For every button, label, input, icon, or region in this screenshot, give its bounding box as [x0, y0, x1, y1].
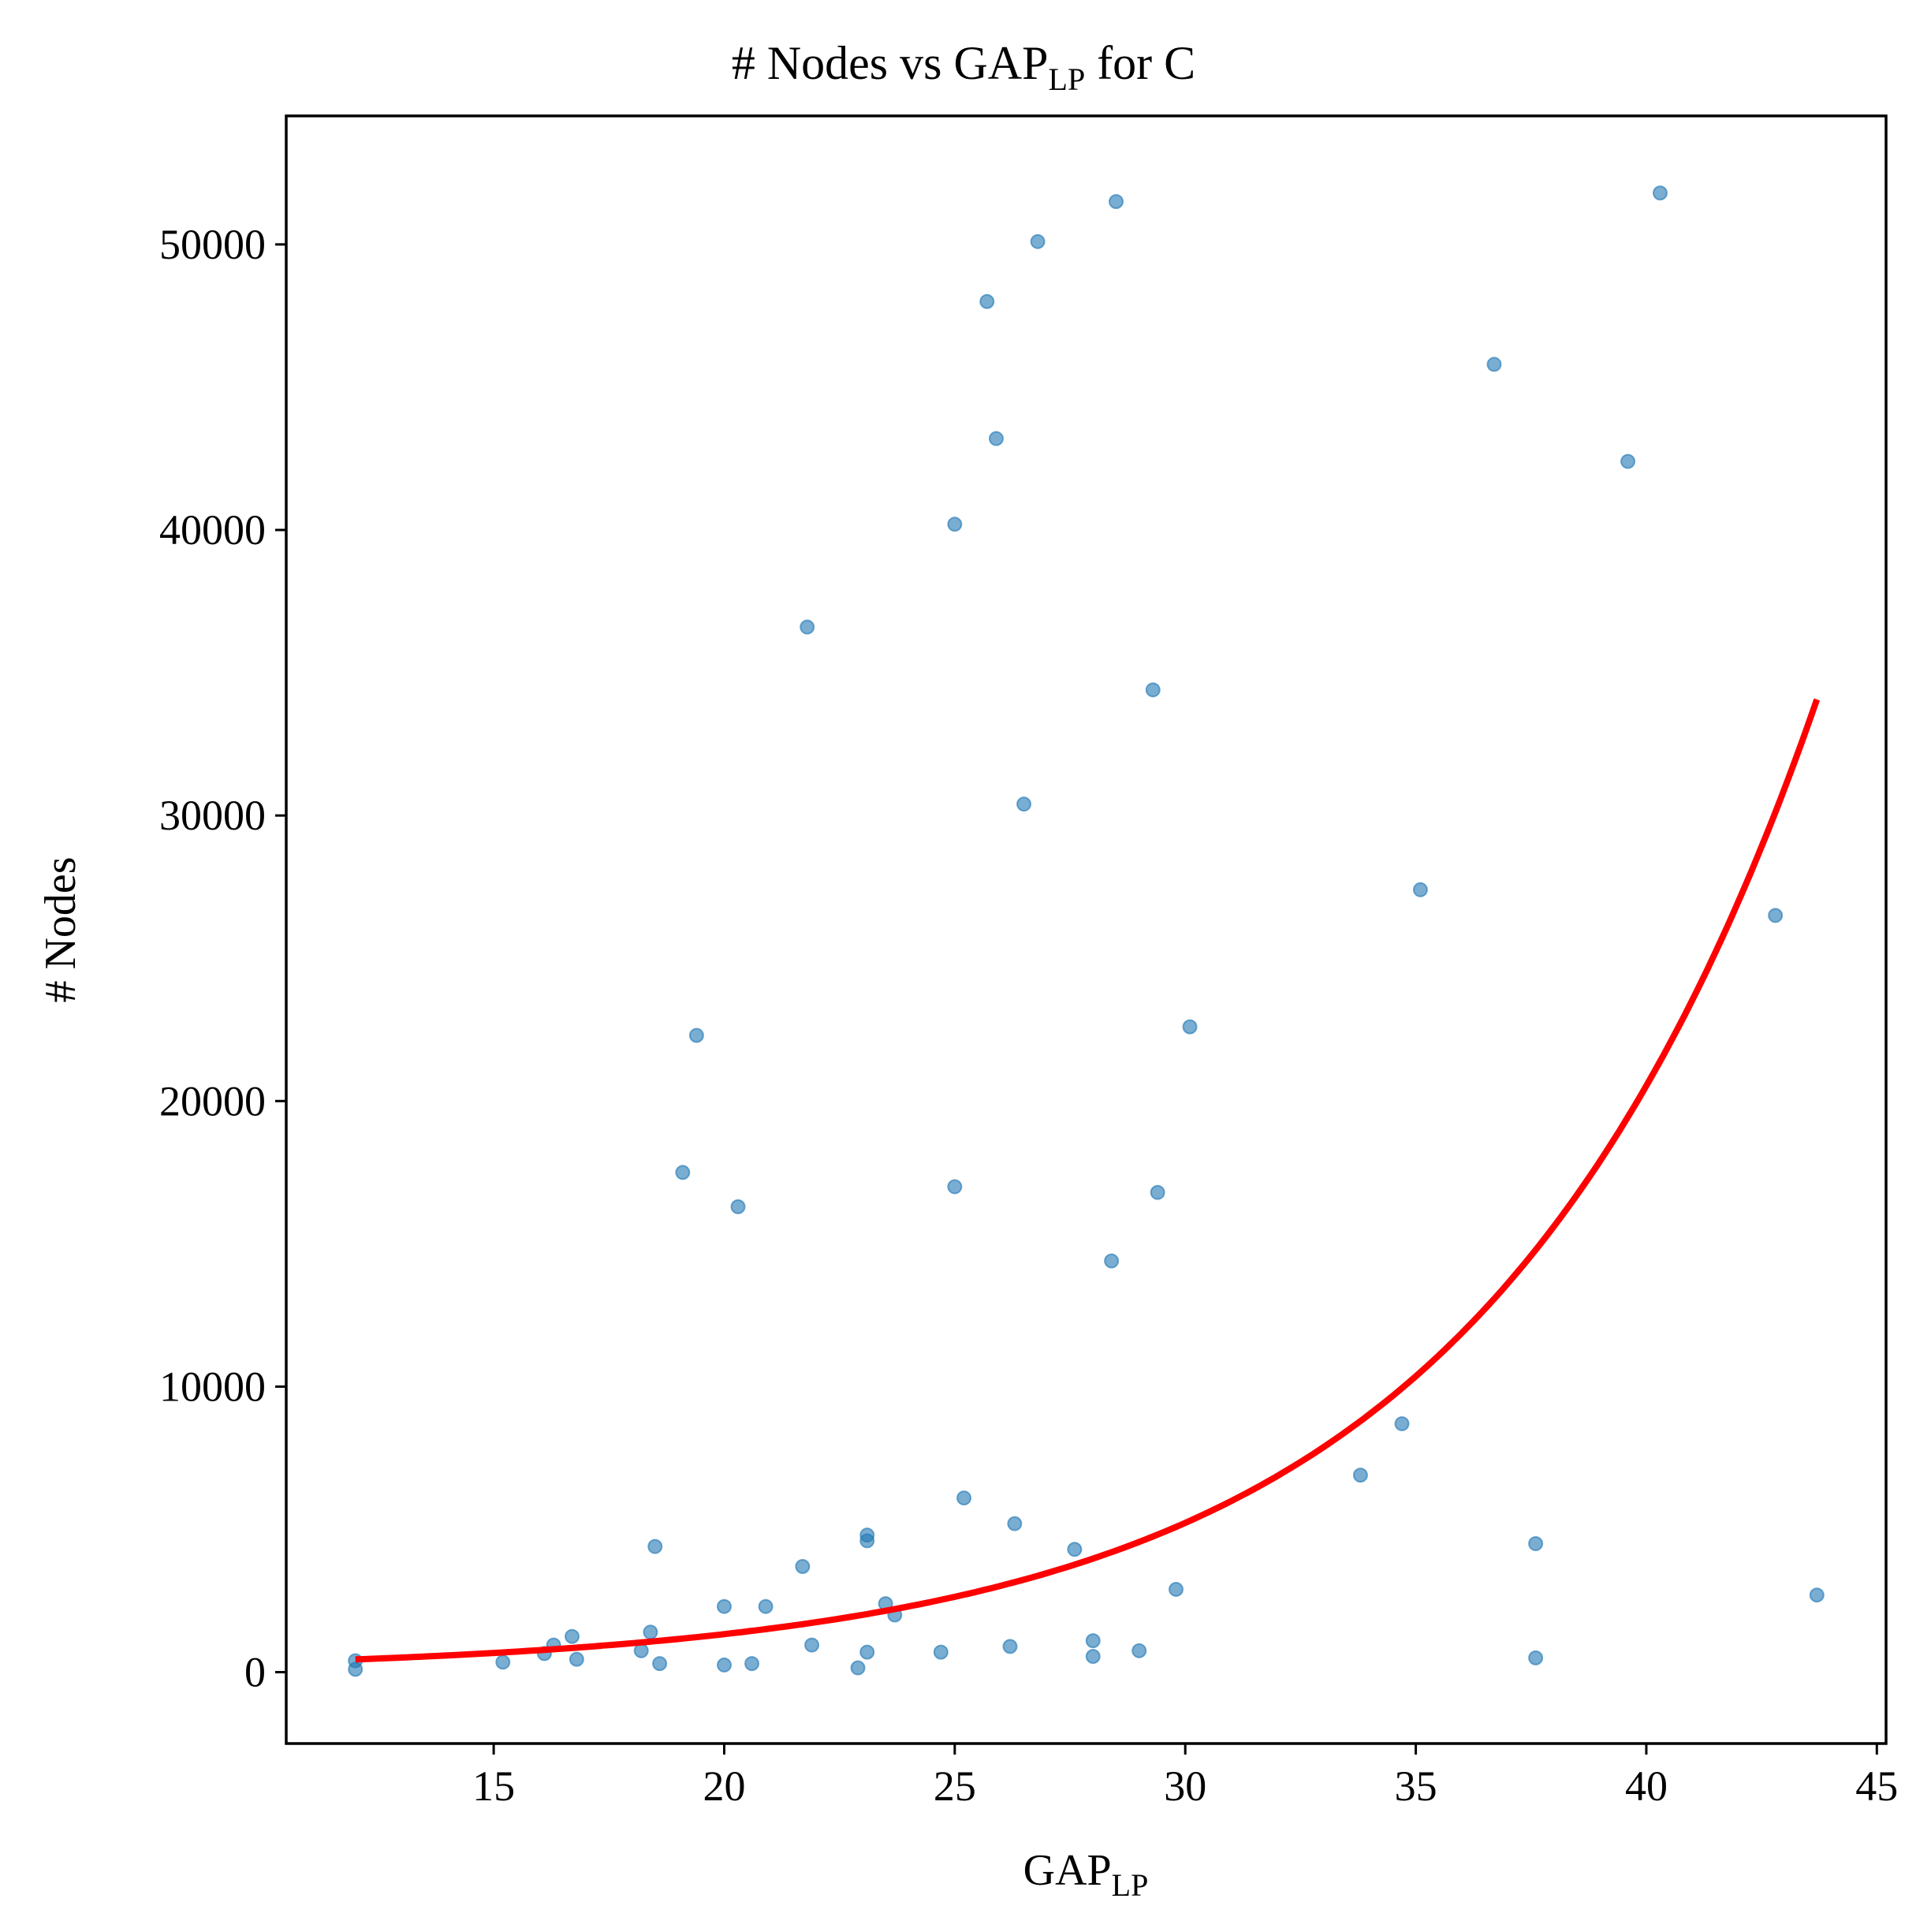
scatter-point: [647, 1539, 663, 1554]
scatter-point: [675, 1165, 691, 1180]
x-tick-label: 40: [1625, 1762, 1668, 1810]
x-tick-label: 15: [472, 1762, 515, 1810]
scatter-point: [1104, 1253, 1120, 1269]
xlabel-main: GAP: [1023, 1846, 1112, 1895]
scatter-point: [1067, 1542, 1083, 1557]
scatter-point: [795, 1558, 811, 1574]
title-suffix: for C: [1085, 37, 1195, 89]
scatter-point: [1620, 453, 1636, 469]
x-tick-label: 20: [703, 1762, 745, 1810]
scatter-point: [1169, 1581, 1184, 1597]
scatter-point: [1352, 1468, 1368, 1483]
scatter-point: [947, 517, 963, 532]
xlabel-subscript: LP: [1112, 1867, 1149, 1903]
scatter-point: [979, 293, 995, 309]
scatter-point: [1145, 682, 1161, 698]
scatter-point: [956, 1490, 972, 1506]
title-main: # Nodes vs GAP: [732, 37, 1049, 89]
fit-line-group: [355, 698, 1821, 1663]
scatter-point: [933, 1644, 949, 1660]
scatter-point: [1528, 1650, 1544, 1665]
scatter-point: [1085, 1633, 1101, 1649]
chart-title: # Nodes vs GAPLP for C: [732, 37, 1195, 97]
scatter-point: [1412, 882, 1428, 897]
y-tick-label: 20000: [159, 1077, 266, 1125]
scatter-point: [730, 1199, 746, 1214]
scatter-point: [850, 1660, 866, 1676]
scatter-point: [758, 1598, 774, 1614]
scatter-point: [1150, 1184, 1165, 1200]
svg-text:# Nodes vs GAPLP for C: # Nodes vs GAPLP for C: [732, 37, 1195, 97]
scatter-point: [633, 1643, 649, 1658]
x-tick-label: 45: [1855, 1762, 1898, 1810]
scatter-point: [1809, 1587, 1825, 1603]
scatter-point: [947, 1179, 963, 1195]
scatter-point: [1131, 1643, 1147, 1658]
x-tick-label: 25: [934, 1762, 976, 1810]
scatter-point: [643, 1624, 658, 1640]
scatter-points: [348, 185, 1825, 1677]
title-subscript: LP: [1049, 62, 1086, 97]
scatter-point: [652, 1656, 668, 1672]
scatter-point: [716, 1657, 732, 1673]
scatter-point: [565, 1628, 580, 1644]
y-tick-label: 0: [244, 1648, 266, 1695]
x-tick-label: 30: [1164, 1762, 1206, 1810]
scatter-point: [1030, 233, 1046, 249]
svg-text:GAPLP: GAPLP: [1023, 1846, 1149, 1903]
y-tick-label: 30000: [159, 792, 266, 839]
scatter-point: [1768, 908, 1784, 923]
scatter-point: [804, 1637, 820, 1653]
scatter-point: [859, 1644, 875, 1660]
x-axis-label: GAPLP: [1023, 1846, 1149, 1903]
y-tick-label: 50000: [159, 221, 266, 268]
x-tick-label: 35: [1395, 1762, 1437, 1810]
scatter-point: [1528, 1536, 1544, 1552]
scatter-point: [1109, 194, 1124, 210]
scatter-point: [859, 1527, 875, 1543]
y-tick-label: 40000: [159, 506, 266, 554]
scatter-point: [1652, 185, 1668, 201]
scatter-point: [1394, 1415, 1410, 1431]
scatter-point: [988, 431, 1004, 446]
plot-frame: [285, 114, 1888, 1745]
y-axis-label: # Nodes: [36, 856, 85, 1002]
axis-ticks: 15 20 25 30 35 40 45 0 10000 20000 30000 40000 50000: [159, 221, 1898, 1810]
scatter-point: [495, 1654, 511, 1670]
scatter-point: [348, 1662, 363, 1677]
scatter-point: [1016, 796, 1032, 812]
scatter-point: [568, 1651, 584, 1667]
scatter-point: [1182, 1019, 1198, 1035]
scatter-point: [1007, 1516, 1023, 1531]
scatter-point: [1486, 356, 1502, 372]
scatter-point: [800, 619, 815, 635]
scatter-point: [1085, 1649, 1101, 1665]
scatter-point: [688, 1028, 704, 1043]
scatter-point: [716, 1598, 732, 1614]
scatter-point: [744, 1656, 760, 1672]
fit-curve: [355, 698, 1821, 1663]
y-tick-label: 10000: [159, 1363, 266, 1410]
scatter-point: [1002, 1639, 1018, 1654]
